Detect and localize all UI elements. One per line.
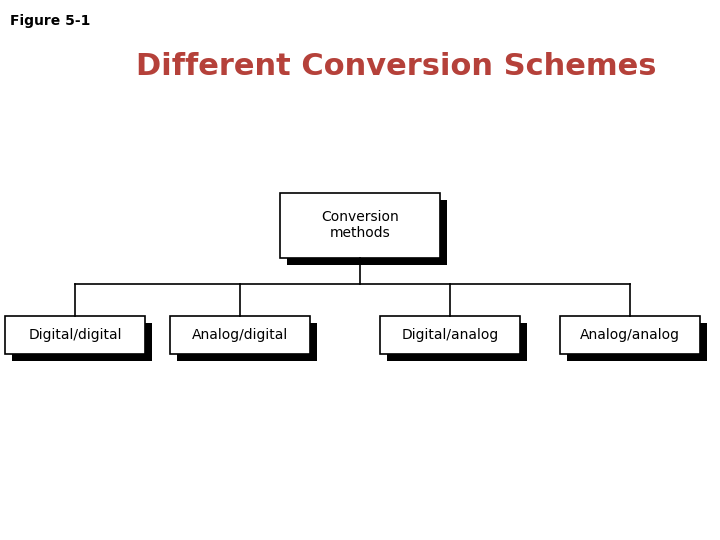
Text: Figure 5-1: Figure 5-1 [10,14,91,28]
Bar [5,316,145,354]
Bar [170,316,310,354]
Bar [287,199,447,265]
Bar [177,323,317,361]
Bar [567,323,707,361]
Bar [380,316,520,354]
Text: Analog/digital: Analog/digital [192,328,288,342]
Text: Digital/digital: Digital/digital [28,328,122,342]
Text: Analog/analog: Analog/analog [580,328,680,342]
Bar [280,192,440,258]
Bar [387,323,527,361]
Bar [560,316,700,354]
Text: Digital/analog: Digital/analog [401,328,499,342]
Text: Different Conversion Schemes: Different Conversion Schemes [136,52,656,81]
Text: Conversion
methods: Conversion methods [321,210,399,240]
Bar [12,323,152,361]
